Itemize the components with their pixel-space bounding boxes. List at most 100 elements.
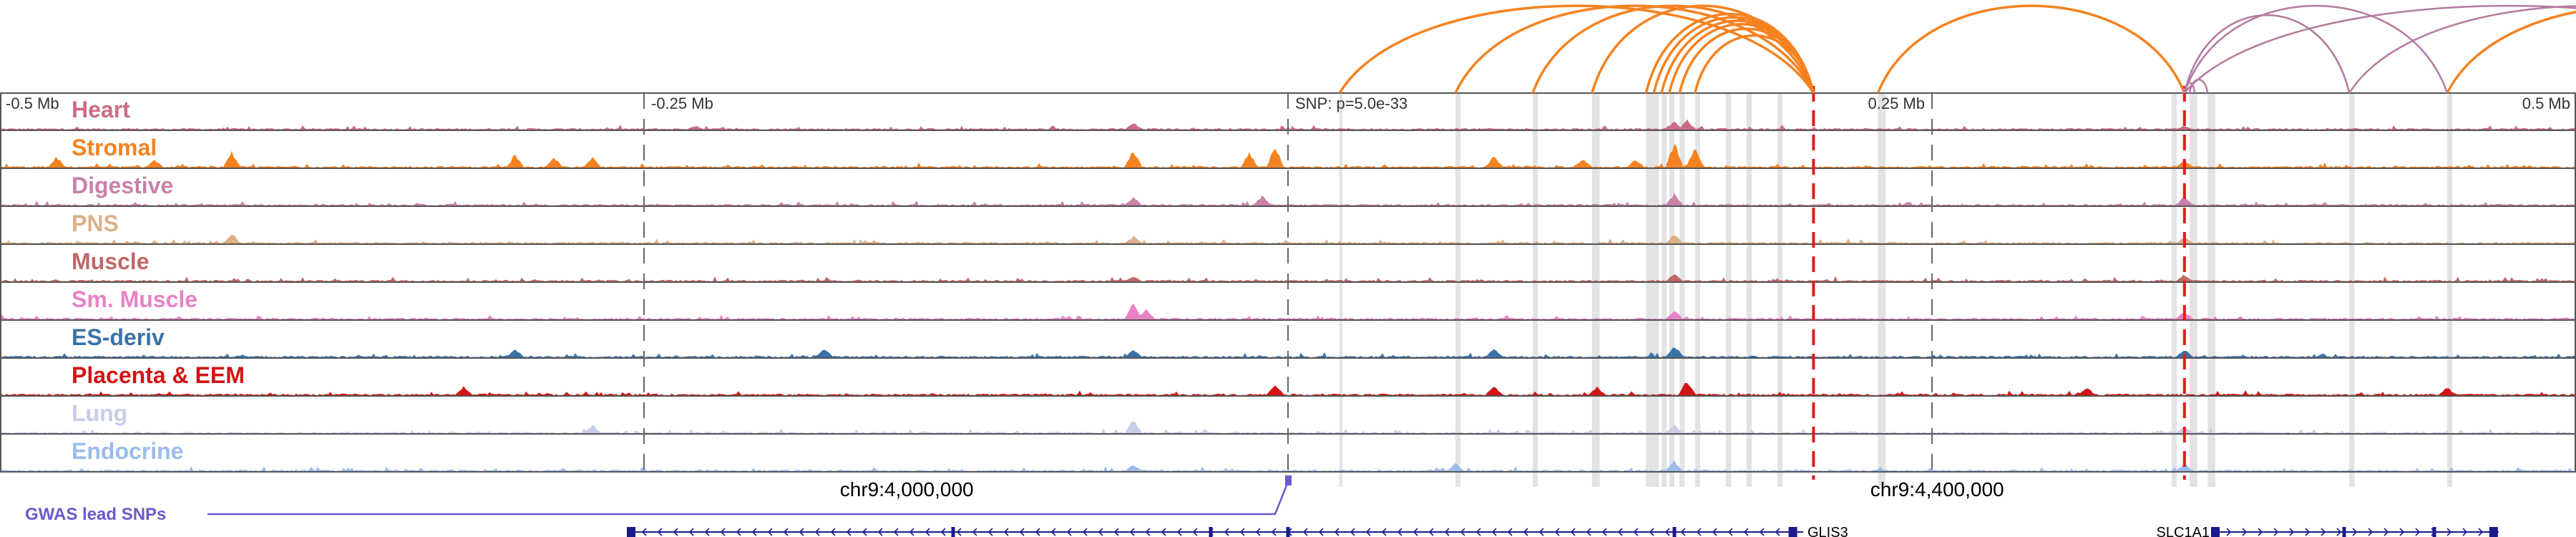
gene-exon-1-1	[2342, 527, 2346, 537]
track-label-0: Heart	[72, 97, 130, 122]
signal-track-4	[0, 274, 2576, 281]
loop-orange-0	[1338, 4, 1815, 94]
gene-chevron-0	[830, 528, 836, 536]
gene-exon-1-0	[2211, 527, 2220, 537]
loop-purple-0	[2183, 14, 2351, 94]
annotation-tracks: chr9:4,000,000 chr9:4,400,000 GWAS lead SN…	[25, 475, 2499, 537]
gene-chevron-0	[1633, 528, 1639, 536]
gene-chevron-1	[2321, 528, 2326, 536]
loop-orange-10	[1876, 4, 2186, 94]
track-label-3: PNS	[72, 211, 119, 236]
gene-chevron-0	[1050, 528, 1056, 536]
track-label-2: Digestive	[72, 173, 173, 198]
gene-chevron-0	[1664, 528, 1670, 536]
gene-exon-0-3	[1286, 527, 1290, 537]
gene-chevron-0	[1617, 528, 1623, 536]
gene-chevron-0	[893, 528, 899, 536]
scale-label-3: 0.5 Mb	[2522, 95, 2570, 112]
gene-chevron-0	[924, 528, 930, 536]
gene-chevron-0	[1727, 528, 1733, 536]
signal-track-6	[0, 347, 2576, 357]
highlight-region-2	[1533, 93, 1538, 487]
gene-chevron-0	[1570, 528, 1576, 536]
highlight-region-13	[1878, 93, 1886, 487]
track-label-4: Muscle	[72, 248, 149, 274]
gene-chevron-1	[2446, 528, 2452, 536]
gene-chevron-1	[2258, 528, 2263, 536]
gene-exon-1-3	[2489, 527, 2498, 537]
gene-chevron-0	[1601, 528, 1607, 536]
track-labels: Heart Stromal Digestive PNS Muscle Sm. Muscle…	[72, 97, 245, 464]
gene-chevron-0	[1302, 528, 1308, 536]
gene-chevron-0	[1082, 528, 1088, 536]
gene-chevron-0	[956, 528, 962, 536]
gene-chevron-0	[909, 528, 914, 536]
gene-chevron-0	[1318, 528, 1324, 536]
track-label-5: Sm. Muscle	[72, 286, 197, 312]
snp-label: SNP: p=5.0e-33	[1295, 95, 1407, 112]
gene-chevron-0	[783, 528, 789, 536]
highlight-region-10	[1726, 93, 1732, 487]
gene-chevron-0	[814, 528, 820, 536]
gene-chevron-0	[1523, 528, 1528, 536]
highlight-region-11	[1746, 93, 1752, 487]
gene-chevron-0	[1350, 528, 1355, 536]
gene-chevron-1	[2242, 528, 2248, 536]
gene-exon-0-5	[1788, 527, 1797, 537]
gene-chevron-1	[2289, 528, 2295, 536]
track-label-1: Stromal	[72, 135, 157, 160]
gene-chevron-0	[862, 528, 867, 536]
gene-exon-1-2	[2432, 527, 2436, 537]
gene-exon-0-1	[951, 527, 955, 537]
loop-purple-2	[2183, 4, 2576, 94]
gene-chevron-0	[688, 528, 694, 536]
highlight-region-16	[2207, 93, 2215, 487]
highlight-regions	[1340, 93, 2453, 487]
highlight-region-8	[1679, 93, 1685, 487]
loop-purple-1	[2183, 5, 2449, 94]
highlight-region-1	[1455, 93, 1461, 487]
gene-chevron-0	[846, 528, 852, 536]
signal-track-1	[0, 143, 2576, 168]
gene-chevron-0	[940, 528, 946, 536]
gene-label-1: SLC1A1	[2157, 525, 2210, 537]
gene-chevron-1	[2336, 528, 2342, 536]
loop-orange-7	[1668, 23, 1815, 94]
loop-purple-4	[2183, 82, 2196, 94]
gene-chevron-1	[2226, 528, 2232, 536]
gene-chevron-0	[751, 528, 757, 536]
gene-label-0: GLIS3	[1807, 525, 1848, 537]
gene-exon-0-4	[1672, 527, 1677, 537]
gene-chevron-1	[2384, 528, 2389, 536]
gene-chevron-0	[1161, 528, 1166, 536]
gene-chevron-0	[1759, 528, 1765, 536]
gene-chevron-0	[1475, 528, 1481, 536]
gene-chevron-0	[1696, 528, 1702, 536]
highlight-region-9	[1694, 93, 1700, 487]
loop-purple-5	[2188, 79, 2209, 94]
gene-chevron-0	[1554, 528, 1560, 536]
gene-chevron-0	[1743, 528, 1749, 536]
gene-chevron-0	[1176, 528, 1182, 536]
gene-chevron-0	[1098, 528, 1103, 536]
gene-chevron-0	[1712, 528, 1717, 536]
gene-chevron-1	[2399, 528, 2405, 536]
signal-track-3	[0, 234, 2576, 243]
gene-chevron-0	[1334, 528, 1340, 536]
scale-label-0: -0.5 Mb	[6, 95, 59, 112]
gene-chevron-1	[2273, 528, 2279, 536]
gene-chevron-0	[1428, 528, 1434, 536]
gene-chevron-0	[987, 528, 993, 536]
loop-orange-9	[1694, 34, 1815, 94]
gene-chevron-0	[1538, 528, 1544, 536]
gene-chevron-0	[1775, 528, 1780, 536]
highlight-region-14	[2171, 93, 2177, 487]
gene-chevron-0	[1507, 528, 1513, 536]
track-label-6: ES-deriv	[72, 324, 165, 350]
gene-chevron-0	[657, 528, 663, 536]
gene-chevron-0	[972, 528, 977, 536]
gene-chevron-0	[1381, 528, 1387, 536]
loop-orange-1	[1454, 4, 1815, 94]
scale-labels: -0.5 Mb -0.25 Mb 0.25 Mb 0.5 Mb SNP: p=5.0e-…	[6, 93, 2570, 473]
